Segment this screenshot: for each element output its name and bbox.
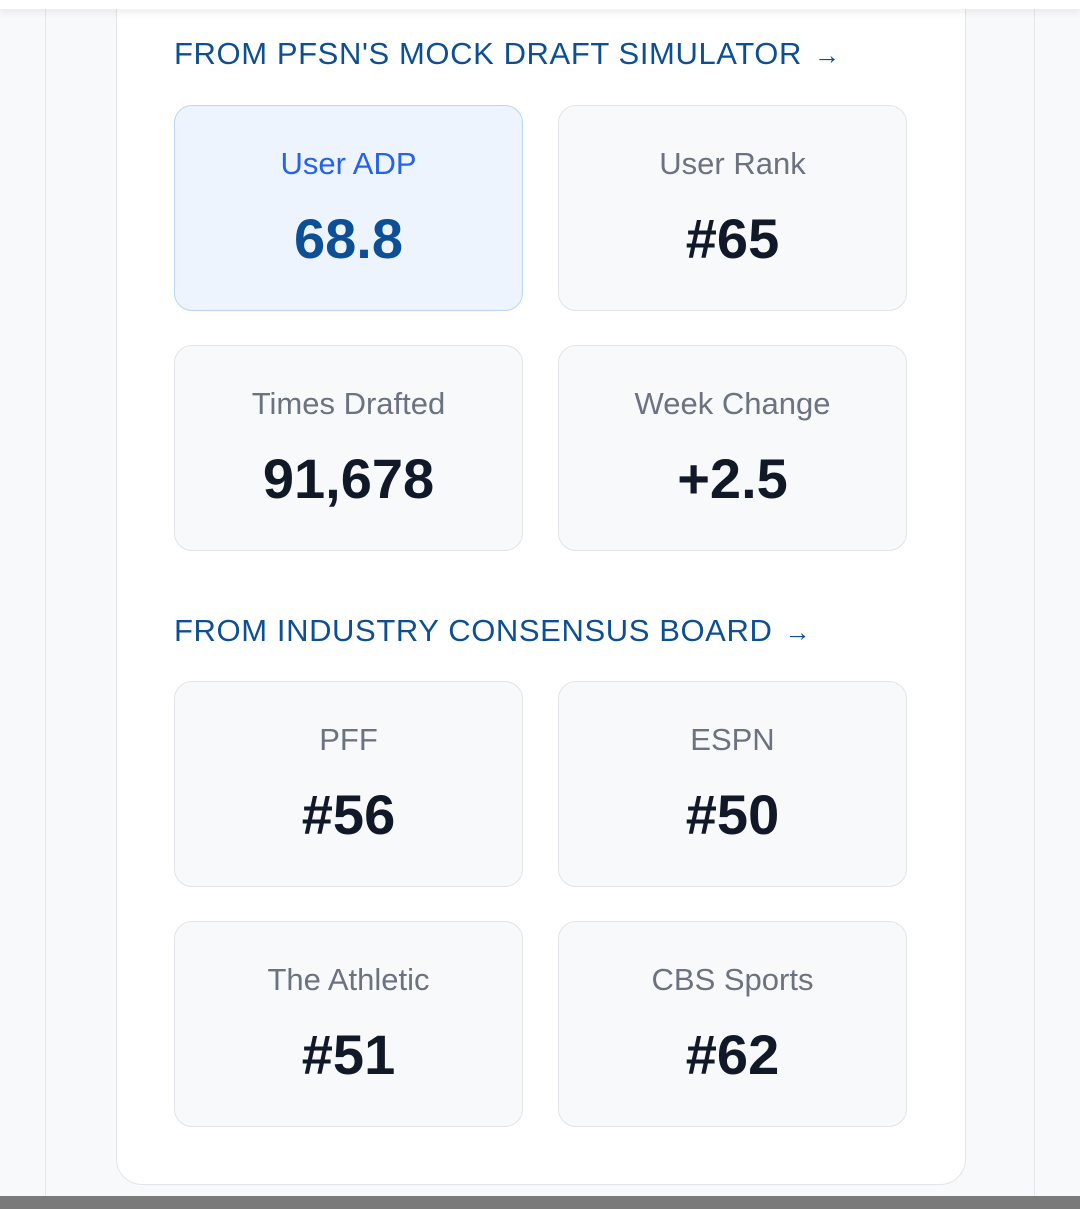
arrow-right-icon: → bbox=[813, 40, 841, 70]
stat-tile-espn: ESPN #50 bbox=[558, 681, 907, 887]
arrow-right-icon: → bbox=[784, 617, 812, 647]
stat-tile-times-drafted: Times Drafted 91,678 bbox=[174, 345, 523, 551]
stat-tile-user-adp: User ADP 68.8 bbox=[174, 105, 523, 311]
stat-value: 68.8 bbox=[294, 207, 403, 270]
stat-tile-cbs-sports: CBS Sports #62 bbox=[558, 921, 907, 1127]
stat-value: #50 bbox=[685, 783, 780, 846]
stat-tile-user-rank: User Rank #65 bbox=[558, 105, 907, 311]
bottom-bar bbox=[0, 1196, 1080, 1209]
stat-label: Times Drafted bbox=[251, 386, 446, 421]
stat-tile-pff: PFF #56 bbox=[174, 681, 523, 887]
stat-label: ESPN bbox=[690, 722, 775, 757]
stat-label: PFF bbox=[319, 722, 378, 757]
stat-value: #65 bbox=[685, 207, 780, 270]
stat-label: Week Change bbox=[634, 386, 831, 421]
mock-draft-simulator-link[interactable]: FROM PFSN'S MOCK DRAFT SIMULATOR → bbox=[174, 36, 841, 72]
section-title: FROM INDUSTRY CONSENSUS BOARD bbox=[174, 613, 773, 648]
consensus-board-link[interactable]: FROM INDUSTRY CONSENSUS BOARD → bbox=[174, 613, 811, 649]
stat-value: #51 bbox=[301, 1023, 396, 1086]
divider bbox=[45, 0, 46, 1196]
header-bar bbox=[0, 0, 1080, 9]
stat-value: #56 bbox=[301, 783, 396, 846]
divider bbox=[1034, 0, 1035, 1196]
stat-tile-the-athletic: The Athletic #51 bbox=[174, 921, 523, 1127]
stat-value: 91,678 bbox=[262, 447, 435, 510]
stat-label: User Rank bbox=[659, 146, 806, 181]
stat-label: User ADP bbox=[280, 146, 417, 181]
section-title: FROM PFSN'S MOCK DRAFT SIMULATOR bbox=[174, 36, 802, 71]
stat-label: The Athletic bbox=[267, 962, 430, 997]
stat-tile-week-change: Week Change +2.5 bbox=[558, 345, 907, 551]
stat-value: +2.5 bbox=[677, 447, 788, 510]
stat-label: CBS Sports bbox=[651, 962, 814, 997]
stat-value: #62 bbox=[685, 1023, 780, 1086]
